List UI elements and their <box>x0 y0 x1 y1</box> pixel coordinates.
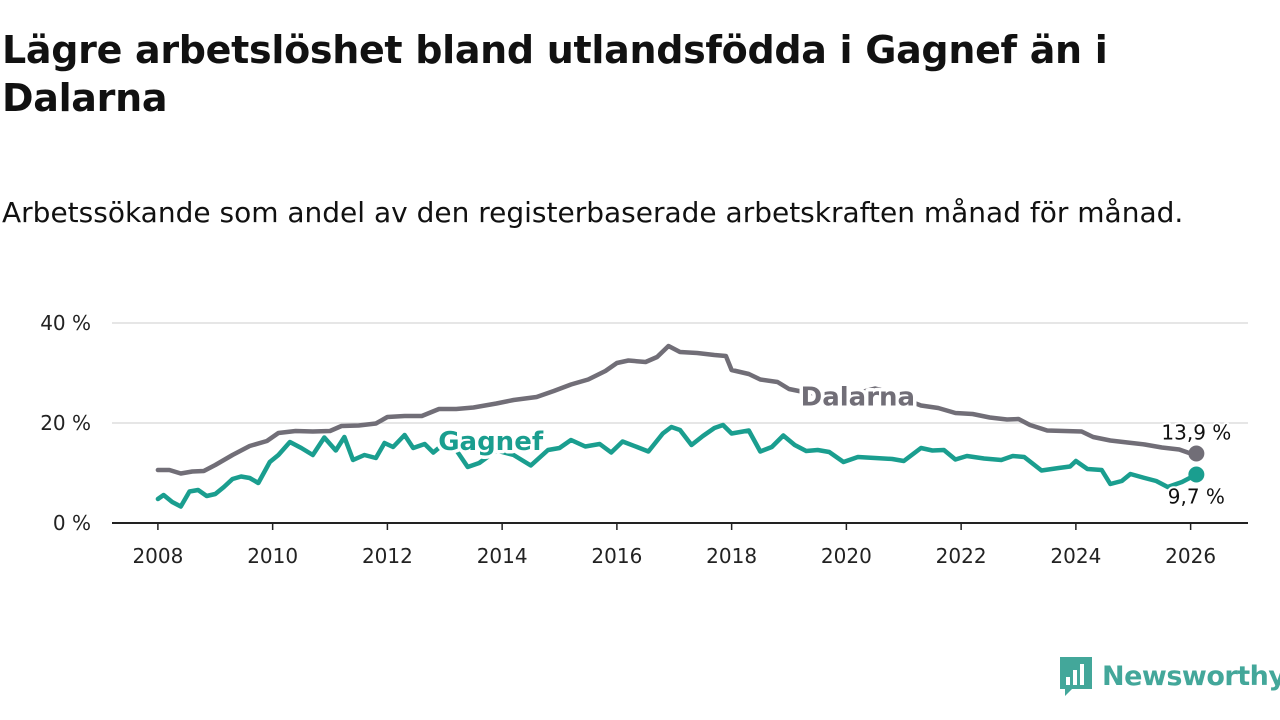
x-tick-label: 2020 <box>821 544 872 568</box>
dalarna-line <box>155 343 1199 476</box>
x-tick-label: 2012 <box>362 544 413 568</box>
dalarna-series-label: Dalarna <box>801 383 915 413</box>
y-tick-label: 0 % <box>53 511 91 535</box>
dalarna-end-dot <box>1188 445 1205 462</box>
x-tick-label: 2010 <box>247 544 298 568</box>
x-tick-label: 2008 <box>132 544 183 568</box>
gagnef-line <box>155 422 1199 509</box>
series-labels: 13,9 % Dalarna 9,7 % Gagnef <box>435 379 1234 511</box>
y-tick-label: 40 % <box>40 311 91 335</box>
dalarna-end-label: 13,9 % <box>1161 421 1231 445</box>
gagnef-end-label: 9,7 % <box>1168 485 1225 509</box>
gagnef-series-label: Gagnef <box>438 427 544 457</box>
series-lines <box>155 343 1205 509</box>
x-axis-ticks: 2008 2010 2012 2014 2016 2018 2020 2022 2024 2026 <box>132 523 1216 568</box>
chart-subtitle: Arbetssökande som andel av den registerb… <box>2 196 1184 229</box>
x-tick-label: 2016 <box>591 544 642 568</box>
brand-name: Newsworthy <box>1102 660 1280 692</box>
gagnef-end-dot <box>1188 466 1205 483</box>
grid-lines <box>112 322 1248 524</box>
x-tick-label: 2018 <box>706 544 757 568</box>
y-axis-ticks: 0 % 20 % 40 % <box>40 311 91 535</box>
chart-title: Lägre arbetslöshet bland utlandsfödda i … <box>2 28 1108 120</box>
y-tick-label: 20 % <box>40 411 91 435</box>
newsworthy-logo-icon <box>1060 657 1092 696</box>
x-tick-label: 2024 <box>1050 544 1101 568</box>
newsworthy-logo[interactable]: Newsworthy <box>1058 654 1280 698</box>
x-tick-label: 2014 <box>477 544 528 568</box>
x-tick-label: 2022 <box>936 544 987 568</box>
line-chart: 0 % 20 % 40 % 2008 2010 2012 2014 2016 2018 2020… <box>40 311 1248 568</box>
x-tick-label: 2026 <box>1165 544 1216 568</box>
